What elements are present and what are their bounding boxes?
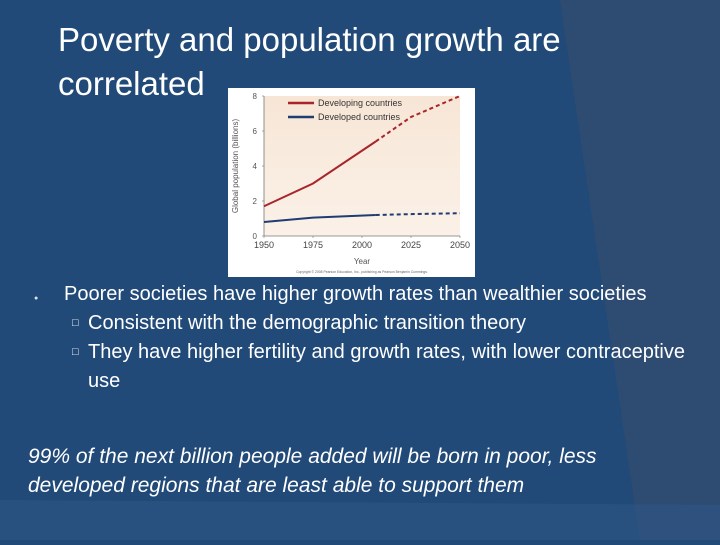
legend-label: Developed countries bbox=[318, 112, 401, 122]
x-tick-label: 1950 bbox=[254, 240, 274, 250]
main-bullet-text: Poorer societies have higher growth rate… bbox=[64, 283, 647, 305]
sub-bullet-icon: □ bbox=[72, 338, 79, 367]
legend-label: Developing countries bbox=[318, 98, 403, 108]
chart-copyright: Copyright © 2008 Pearson Education, Inc.… bbox=[296, 270, 428, 274]
sub-bullet-2: □ They have higher fertility and growth … bbox=[88, 338, 688, 396]
y-tick-label: 2 bbox=[253, 197, 258, 206]
y-axis-label: Global population (billions) bbox=[231, 119, 240, 214]
x-tick-label: 2050 bbox=[450, 240, 470, 250]
footnote-text: 99% of the next billion people added wil… bbox=[28, 442, 698, 500]
y-tick-label: 8 bbox=[253, 92, 258, 101]
y-tick-label: 4 bbox=[253, 162, 258, 171]
x-axis-label: Year bbox=[354, 257, 371, 266]
bullet-icon: ● bbox=[34, 284, 38, 313]
sub-bullet-1-text: Consistent with the demographic transiti… bbox=[88, 312, 526, 334]
x-tick-label: 2025 bbox=[401, 240, 421, 250]
sub-bullet-icon: □ bbox=[72, 309, 79, 338]
main-bullet: ● Poorer societies have higher growth ra… bbox=[64, 280, 688, 309]
y-tick-label: 6 bbox=[253, 127, 258, 136]
x-tick-label: 1975 bbox=[303, 240, 323, 250]
x-tick-label: 2000 bbox=[352, 240, 372, 250]
sub-bullet-1: □ Consistent with the demographic transi… bbox=[88, 309, 688, 338]
slide-body: ● Poorer societies have higher growth ra… bbox=[28, 280, 688, 396]
sub-bullet-2-text: They have higher fertility and growth ra… bbox=[88, 341, 685, 392]
